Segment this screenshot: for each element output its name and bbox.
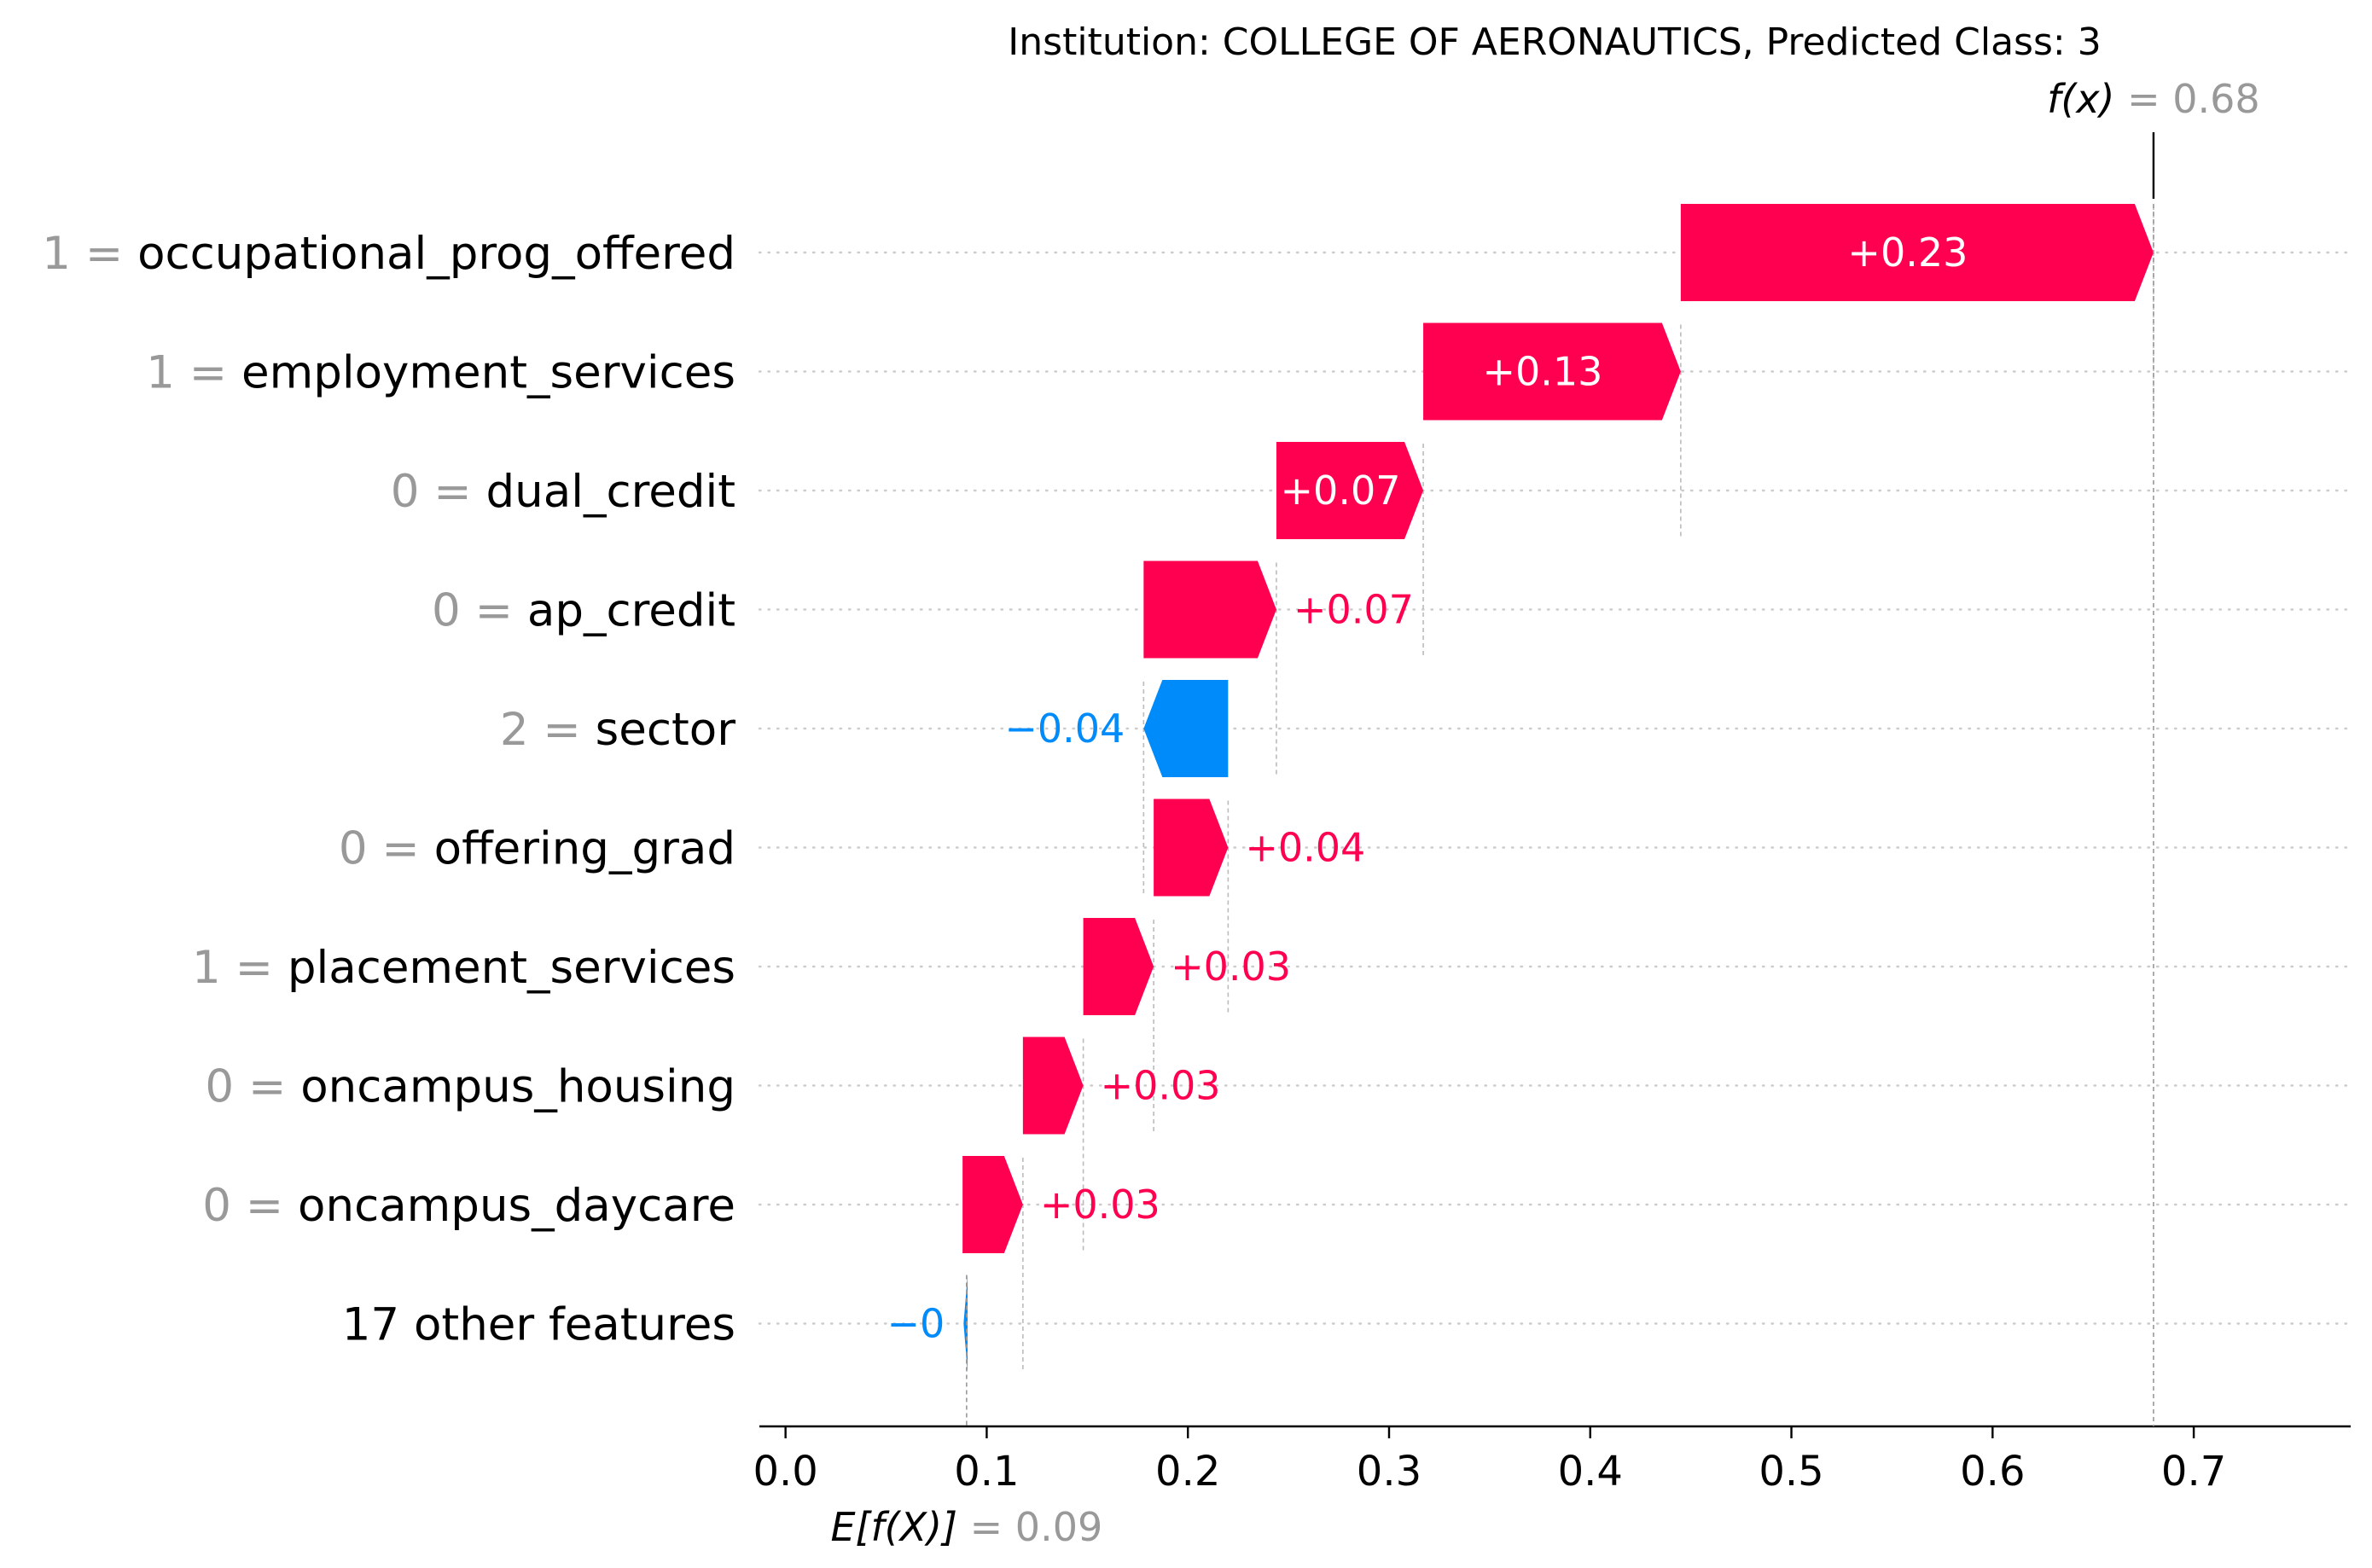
fx-label: f(x) = 0.68 <box>2047 76 2260 122</box>
base-value-marker: E[f(X)] = 0.09 <box>830 1275 1102 1550</box>
x-tick-label: 0.7 <box>2161 1448 2226 1495</box>
bars: +0.23 +0.13 +0.07 +0.07 −0.04 +0.04 +0.03 +0.03… <box>887 204 2154 1373</box>
bar-occupational-prog-offered <box>1680 204 2154 301</box>
feature-label: 0 = oncampus_daycare <box>202 1180 735 1232</box>
x-tick-label: 0.5 <box>1759 1448 1823 1495</box>
base-value-label: E[f(X)] = 0.09 <box>830 1504 1102 1550</box>
x-axis: 0.0 0.1 0.2 0.3 0.4 0.5 0.6 0.7 <box>753 1425 2351 1495</box>
output-value-marker: f(x) = 0.68 <box>2047 76 2260 1426</box>
feature-label: 1 = occupational_prog_offered <box>42 228 735 280</box>
bar-value-label: +0.13 <box>1482 349 1602 395</box>
x-tick-label: 0.6 <box>1960 1448 2025 1495</box>
bar-value-label: +0.03 <box>1101 1063 1221 1109</box>
x-tick-label: 0.0 <box>753 1448 817 1495</box>
bar-oncampus-housing <box>1022 1037 1084 1135</box>
bar-value-label: +0.03 <box>1171 944 1291 990</box>
feature-label: 0 = offering_grad <box>339 823 735 875</box>
feature-label: 1 = placement_services <box>192 942 735 994</box>
bar-value-label: +0.03 <box>1040 1182 1160 1228</box>
bar-offering-grad <box>1154 799 1229 897</box>
x-tick-label: 0.2 <box>1155 1448 1220 1495</box>
bar-value-label: +0.04 <box>1245 825 1365 871</box>
bar-placement-services <box>1083 918 1154 1015</box>
feature-label: 0 = dual_credit <box>391 466 735 518</box>
feature-label: 0 = ap_credit <box>432 585 735 637</box>
bar-oncampus-daycare <box>962 1156 1023 1253</box>
feature-labels: 1 = occupational_prog_offered 1 = employm… <box>42 228 735 1351</box>
bar-value-label: +0.07 <box>1281 467 1401 514</box>
feature-label: 1 = employment_services <box>146 347 735 399</box>
bar-employment-services <box>1423 322 1681 421</box>
bar-ap-credit <box>1143 560 1276 659</box>
x-tick-label: 0.1 <box>954 1448 1019 1495</box>
bar-value-label: +0.07 <box>1294 587 1414 633</box>
feature-label: 2 = sector <box>500 704 735 756</box>
bar-sector <box>1143 680 1229 777</box>
x-tick-label: 0.3 <box>1357 1448 1421 1495</box>
chart-title: Institution: COLLEGE OF AERONAUTICS, Pre… <box>1008 20 2101 64</box>
feature-label: 17 other features <box>342 1299 735 1351</box>
feature-label: 0 = oncampus_housing <box>205 1061 735 1113</box>
bar-value-label: −0 <box>887 1301 945 1347</box>
bar-value-label: +0.23 <box>1847 229 1968 276</box>
bar-dual-credit <box>1276 442 1424 539</box>
x-tick-label: 0.4 <box>1558 1448 1623 1495</box>
bar-value-label: −0.04 <box>1004 706 1125 752</box>
